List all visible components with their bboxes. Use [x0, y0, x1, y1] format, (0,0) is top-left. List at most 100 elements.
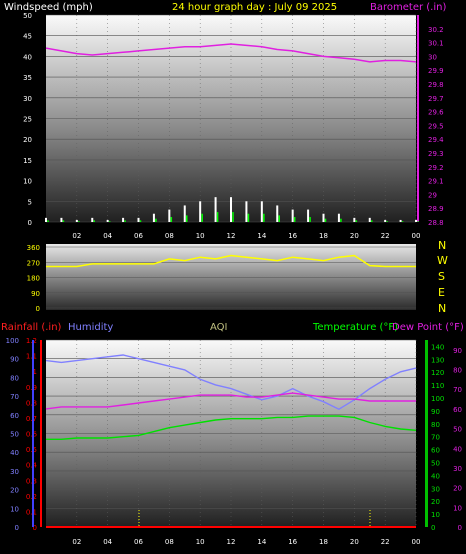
- barometer-tick-label: 28.9: [428, 205, 444, 213]
- rainfall-tick-label: 1: [33, 368, 37, 376]
- temperature-tick-label: 0: [431, 524, 435, 532]
- x-tick-label: 00: [412, 538, 421, 546]
- x-tick-label: 18: [319, 232, 328, 240]
- barometer-tick-label: 29.5: [428, 122, 444, 130]
- humidity-tick-label: 30: [10, 468, 19, 476]
- humidity-tick-label: 80: [10, 374, 19, 382]
- direction-letter-w: W: [437, 254, 448, 267]
- x-tick-label: 10: [196, 538, 205, 546]
- series-layer: [45, 43, 419, 528]
- temperature-tick-label: 40: [431, 472, 440, 480]
- wind-direction-line: [46, 254, 416, 268]
- barometer-axis-bar: [417, 15, 419, 222]
- x-tick-label: 12: [227, 538, 236, 546]
- x-tick-label: 18: [319, 538, 328, 546]
- x-tick-label: 00: [412, 232, 421, 240]
- windspeed-tick-label: 10: [23, 178, 32, 186]
- direction-panel: [46, 244, 416, 310]
- dewpoint-line: [45, 392, 416, 410]
- temperature-tick-label: 10: [431, 511, 440, 519]
- dewpoint-tick-label: 0: [458, 524, 462, 532]
- humidity-tick-label: 0: [15, 524, 19, 532]
- humidity-axis-bar: [32, 340, 34, 527]
- direction-letter-e: E: [438, 286, 445, 299]
- humidity-ticks: 0 10 20 30 40 50 60 70 80 90 100: [6, 337, 19, 532]
- dewpoint-tick-label: 40: [453, 445, 462, 453]
- temperature-tick-label: 80: [431, 421, 440, 429]
- direction-tick-label: 270: [27, 259, 40, 267]
- rainfall-tick-label: 1.1: [26, 353, 37, 361]
- x-ticks-top: 02 04 06 08 10 12 14 16 18 20 22 00: [72, 232, 420, 240]
- dewpoint-tick-label: 70: [453, 386, 462, 394]
- rainfall-axis-bar: [40, 340, 42, 527]
- barometer-tick-label: 29.8: [428, 81, 444, 89]
- windspeed-tick-label: 25: [23, 116, 32, 124]
- humidity-tick-label: 70: [10, 393, 19, 401]
- temperature-axis-bar: [425, 340, 428, 527]
- rainfall-tick-label: 0.6: [26, 431, 38, 439]
- rainfall-tick-label: 0.7: [26, 415, 37, 423]
- windspeed-axis-title: Windspeed (mph): [4, 2, 93, 13]
- dewpoint-tick-label: 60: [453, 406, 462, 414]
- dewpoint-tick-label: 10: [453, 504, 462, 512]
- barometer-ticks: 28.8 28.9 29 29.1 29.2 29.3 29.4 29.5 29.6 29.7 29…: [428, 26, 444, 227]
- humidity-tick-label: 90: [10, 356, 19, 364]
- windspeed-tick-label: 45: [23, 33, 32, 41]
- temperature-tick-label: 60: [431, 447, 440, 455]
- windspeed-tick-label: 15: [23, 157, 32, 165]
- barometer-tick-label: 29.9: [428, 67, 444, 75]
- windspeed-tick-label: 20: [23, 136, 32, 144]
- barometer-tick-label: 29.1: [428, 178, 444, 186]
- x-tick-label: 20: [350, 538, 359, 546]
- dewpoint-tick-label: 80: [453, 367, 462, 375]
- x-tick-label: 08: [165, 232, 174, 240]
- rainfall-tick-label: 0.5: [26, 446, 37, 454]
- x-tick-label: 12: [227, 232, 236, 240]
- direction-letter-n-top: N: [438, 239, 446, 252]
- rainfall-tick-label: 0.8: [26, 399, 37, 407]
- rainfall-tick-label: 0: [33, 524, 37, 532]
- dewpoint-tick-label: 20: [453, 485, 462, 493]
- dewpoint-tick-label: 30: [453, 465, 462, 473]
- temperature-ticks: 0 10 20 30 40 50 60 70 80 90 100 110 120 130 140: [431, 343, 444, 532]
- windspeed-tick-label: 40: [23, 53, 32, 61]
- humidity-tick-label: 40: [10, 449, 19, 457]
- barometer-tick-label: 28.8: [428, 219, 444, 227]
- humidity-tick-label: 60: [10, 412, 19, 420]
- direction-tick-label: 360: [27, 244, 40, 252]
- dewpoint-ticks: 0 10 20 30 40 50 60 70 80 90: [453, 347, 462, 532]
- x-ticks-bottom: 02 04 06 08 10 12 14 16 18 20 22 00: [72, 538, 420, 546]
- temperature-tick-label: 70: [431, 434, 440, 442]
- direction-grid: [46, 246, 416, 309]
- windspeed-tick-label: 35: [23, 74, 32, 82]
- windspeed-tick-label: 30: [23, 95, 32, 103]
- barometer-tick-label: 29.4: [428, 136, 444, 144]
- humidity-tick-label: 100: [6, 337, 19, 345]
- x-tick-label: 22: [381, 232, 390, 240]
- humidity-tick-label: 20: [10, 487, 19, 495]
- humidity-tick-label: 50: [10, 431, 19, 439]
- temperature-tick-label: 90: [431, 408, 440, 416]
- windspeed-tick-label: 5: [28, 198, 32, 206]
- windspeed-tick-label: 50: [23, 12, 32, 20]
- rainfall-ticks: 0 0.1 0.2 0.3 0.4 0.5 0.6 0.7 0.8 0.9 1 1.1 1.2: [26, 337, 38, 532]
- humidity-tick-label: 10: [10, 505, 19, 513]
- direction-tick-label: 90: [31, 290, 40, 298]
- temperature-tick-label: 140: [431, 343, 444, 351]
- temperature-tick-label: 110: [431, 382, 444, 390]
- direction-letter-s: S: [438, 270, 445, 283]
- temperature-tick-label: 130: [431, 356, 444, 364]
- windspeed-tick-label: 0: [28, 219, 32, 227]
- barometer-tick-label: 29.3: [428, 150, 444, 158]
- humidity-axis-title: Humidity: [68, 322, 113, 333]
- x-tick-label: 06: [134, 538, 143, 546]
- rainfall-tick-label: 0.2: [26, 493, 37, 501]
- x-tick-label: 20: [350, 232, 359, 240]
- x-tick-label: 02: [72, 538, 81, 546]
- direction-ticks: 0 90 180 270 360: [27, 244, 40, 313]
- rainfall-tick-label: 0.9: [26, 384, 37, 392]
- direction-letters: N W S E N: [437, 239, 448, 315]
- rainfall-tick-label: 1.2: [26, 337, 37, 345]
- x-tick-label: 06: [134, 232, 143, 240]
